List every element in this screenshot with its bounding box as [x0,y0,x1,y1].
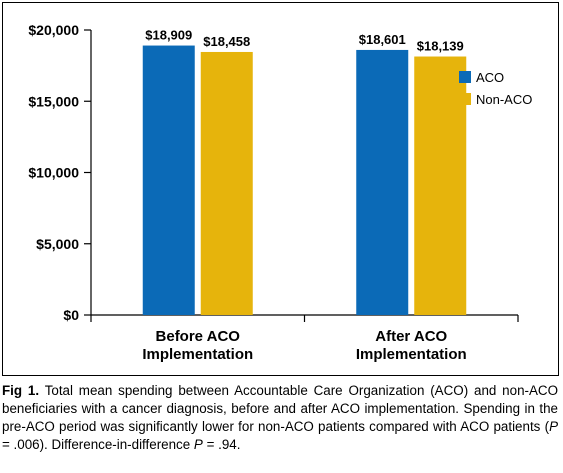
p-symbol: P [549,419,558,434]
legend-label: ACO [476,70,504,85]
y-tick-label: $10,000 [28,165,79,181]
legend-label: Non-ACO [476,92,532,107]
caption-text-1: Total mean spending between Accountable … [2,383,558,434]
bar [142,45,195,315]
caption-text-2: = .006). Difference-in-difference [2,437,194,452]
data-label: $18,458 [203,34,250,49]
data-label: $18,601 [359,32,406,47]
x-tick-label: Before ACO [156,328,241,345]
bar-chart: $0 $5,000 $10,000 $15,000 $20,000 $18,909 $18,… [28,22,532,363]
x-tick-label: Implementation [356,346,467,363]
chart-frame [2,2,559,376]
p-symbol: P [193,437,203,452]
y-tick-label: $0 [63,307,79,323]
y-tick-label: $20,000 [28,22,79,38]
figure-caption: Fig 1. Total mean spending between Accou… [2,382,558,454]
x-tick-label: After ACO [375,328,447,345]
legend-swatch [459,71,471,83]
caption-text-3: = .94. [202,437,241,452]
y-tick-label: $15,000 [28,93,79,109]
bar [356,49,409,315]
figure-label: Fig 1. [2,383,40,398]
data-label: $18,139 [417,39,464,54]
legend-swatch [459,93,471,105]
x-tick-label: Implementation [142,346,253,363]
y-tick-label: $5,000 [36,236,79,252]
bar [200,51,253,315]
bar [414,56,467,315]
data-label: $18,909 [145,28,192,43]
